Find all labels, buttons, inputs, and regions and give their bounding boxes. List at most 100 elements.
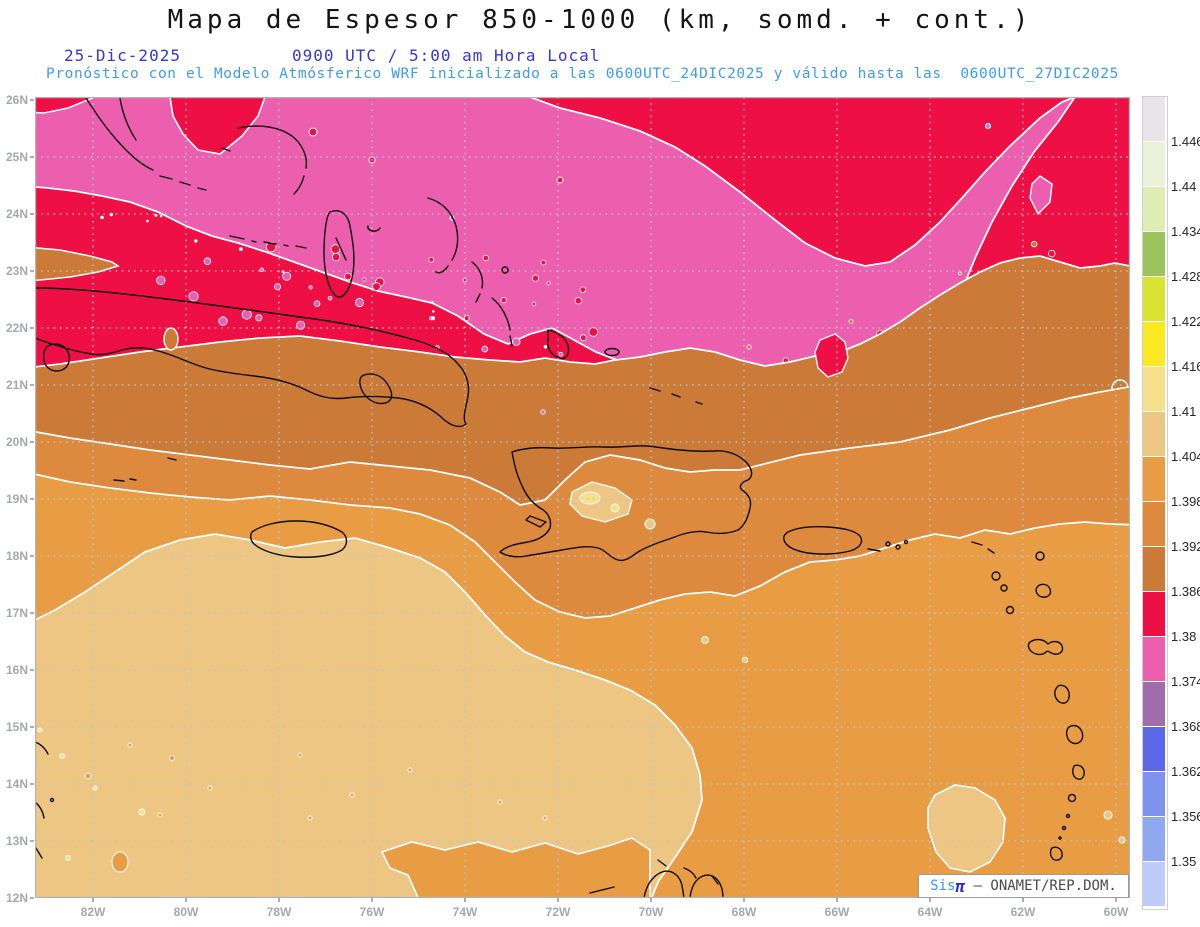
turks-caicos-coastline — [649, 387, 703, 405]
colorbar-tick-label-1.404: 1.404 — [1171, 449, 1200, 464]
blue-speck — [985, 123, 991, 129]
barbuda-island — [1035, 551, 1045, 561]
tan-speck — [1103, 810, 1113, 820]
lat-tick — [30, 156, 34, 158]
colorbar-tick-label-1.44: 1.44 — [1171, 179, 1197, 194]
lon-label-64W: 64W — [917, 905, 943, 919]
speckle-dot — [531, 301, 537, 307]
map-canvas — [24, 95, 1141, 911]
speckle-dot — [848, 319, 854, 324]
antigua-island — [1035, 583, 1052, 598]
speckle-dot — [308, 285, 313, 290]
lat-label-15N: 15N — [5, 720, 28, 734]
lon-tick — [1115, 898, 1117, 902]
speckle-dot — [296, 320, 306, 330]
orange-speck — [207, 785, 213, 791]
speckle-dot — [313, 300, 321, 308]
cuban-cays-coastline — [359, 373, 393, 405]
lat-label-26N: 26N — [5, 93, 28, 107]
colorbar-swatch-13 — [1143, 682, 1165, 727]
speckle-dot — [574, 297, 582, 305]
speckle-dot — [218, 316, 228, 326]
pale-speck — [59, 753, 65, 759]
tan-field-speckles — [37, 727, 548, 873]
orange-speck — [169, 755, 175, 761]
speckle-dot — [238, 247, 243, 252]
grenada-island — [1049, 846, 1063, 861]
virgin-island — [885, 541, 891, 547]
aruba-island — [657, 859, 667, 867]
lat-label-23N: 23N — [5, 264, 28, 278]
eleuthera-coastline — [427, 197, 459, 274]
red-speck — [308, 127, 318, 137]
bonaire-island — [711, 875, 719, 885]
colorbar-tick-label-1.362: 1.362 — [1171, 764, 1200, 779]
florida-coastline — [85, 97, 154, 171]
speckle-dot — [362, 277, 367, 282]
lon-label-74W: 74W — [452, 905, 478, 919]
speckle-dot — [156, 275, 166, 286]
speckle-dot — [463, 315, 470, 322]
speckle-dot — [579, 286, 586, 293]
lat-tick — [30, 840, 34, 842]
lon-tick — [836, 898, 838, 902]
speckle-dot — [512, 337, 521, 346]
speckle-dot — [159, 214, 163, 218]
florida-keys-cays — [159, 175, 307, 249]
martinique-island — [1065, 724, 1084, 745]
colorbar-swatch-8 — [1143, 457, 1165, 502]
speckle-dot — [746, 344, 752, 350]
colorbar-swatch-2 — [1143, 187, 1165, 232]
lon-tick — [743, 898, 745, 902]
fill-pink-sliver — [1029, 175, 1053, 216]
lat-label-14N: 14N — [5, 777, 28, 791]
montserrat-island — [1005, 605, 1015, 615]
isla-juventud-coastline — [42, 343, 71, 372]
speckle-dot — [482, 254, 489, 262]
colorbar-tick-label-1.374: 1.374 — [1171, 674, 1200, 689]
speckle-dot — [265, 241, 277, 253]
fill-orange-blob-south — [380, 837, 651, 903]
fill-tan-blob-se — [927, 784, 1006, 873]
speckle-dot — [330, 244, 341, 254]
speckle-dot — [188, 291, 199, 302]
guajira-peninsula-coastline — [589, 870, 685, 899]
dominica-island — [1054, 684, 1070, 704]
speckle-dot — [241, 309, 252, 320]
colorbar-swatch-5 — [1143, 322, 1165, 367]
colorbar-swatch-10 — [1143, 547, 1165, 592]
valid-time-label: 0900 UTC / 5:00 am Hora Local — [292, 46, 601, 65]
sispi-brand: Sis — [930, 878, 956, 894]
attribution-org: ONAMET/REP.DOM. — [990, 878, 1117, 894]
lat-label-13N: 13N — [5, 834, 28, 848]
speckle-dot — [588, 327, 599, 337]
map-frame — [34, 96, 1131, 898]
colorbar-swatch-1 — [1143, 142, 1165, 187]
colorbar-tick-label-1.392: 1.392 — [1171, 539, 1200, 554]
pale-patch — [579, 491, 601, 505]
hispaniola-coastline — [499, 445, 753, 562]
colorbar-swatch-12 — [1143, 637, 1165, 682]
colorbar-tick-label-1.356: 1.356 — [1171, 809, 1200, 824]
lat-tick — [30, 783, 34, 785]
speckle-dot — [327, 295, 333, 301]
st-vincent-island — [1067, 793, 1077, 803]
cat-island-coastline — [471, 261, 484, 303]
colorbar-tick-label-1.434: 1.434 — [1171, 224, 1200, 239]
lon-tick — [650, 898, 652, 902]
lon-tick — [929, 898, 931, 902]
speckle-dot — [1030, 240, 1038, 248]
orange-speck — [297, 752, 303, 758]
colorbar-swatch-17 — [1143, 862, 1165, 907]
grenadine-island — [1065, 813, 1071, 819]
speckle-dot — [154, 213, 158, 217]
orange-speck — [349, 792, 355, 798]
lon-tick — [92, 898, 94, 902]
orange-speck — [542, 815, 548, 821]
speckle-dot — [531, 274, 540, 282]
lon-label-60W: 60W — [1103, 905, 1129, 919]
pale-speck — [92, 785, 98, 791]
colorbar-tick-label-1.35: 1.35 — [1171, 854, 1197, 869]
lon-label-70W: 70W — [638, 905, 664, 919]
speckle-dot — [203, 257, 212, 266]
